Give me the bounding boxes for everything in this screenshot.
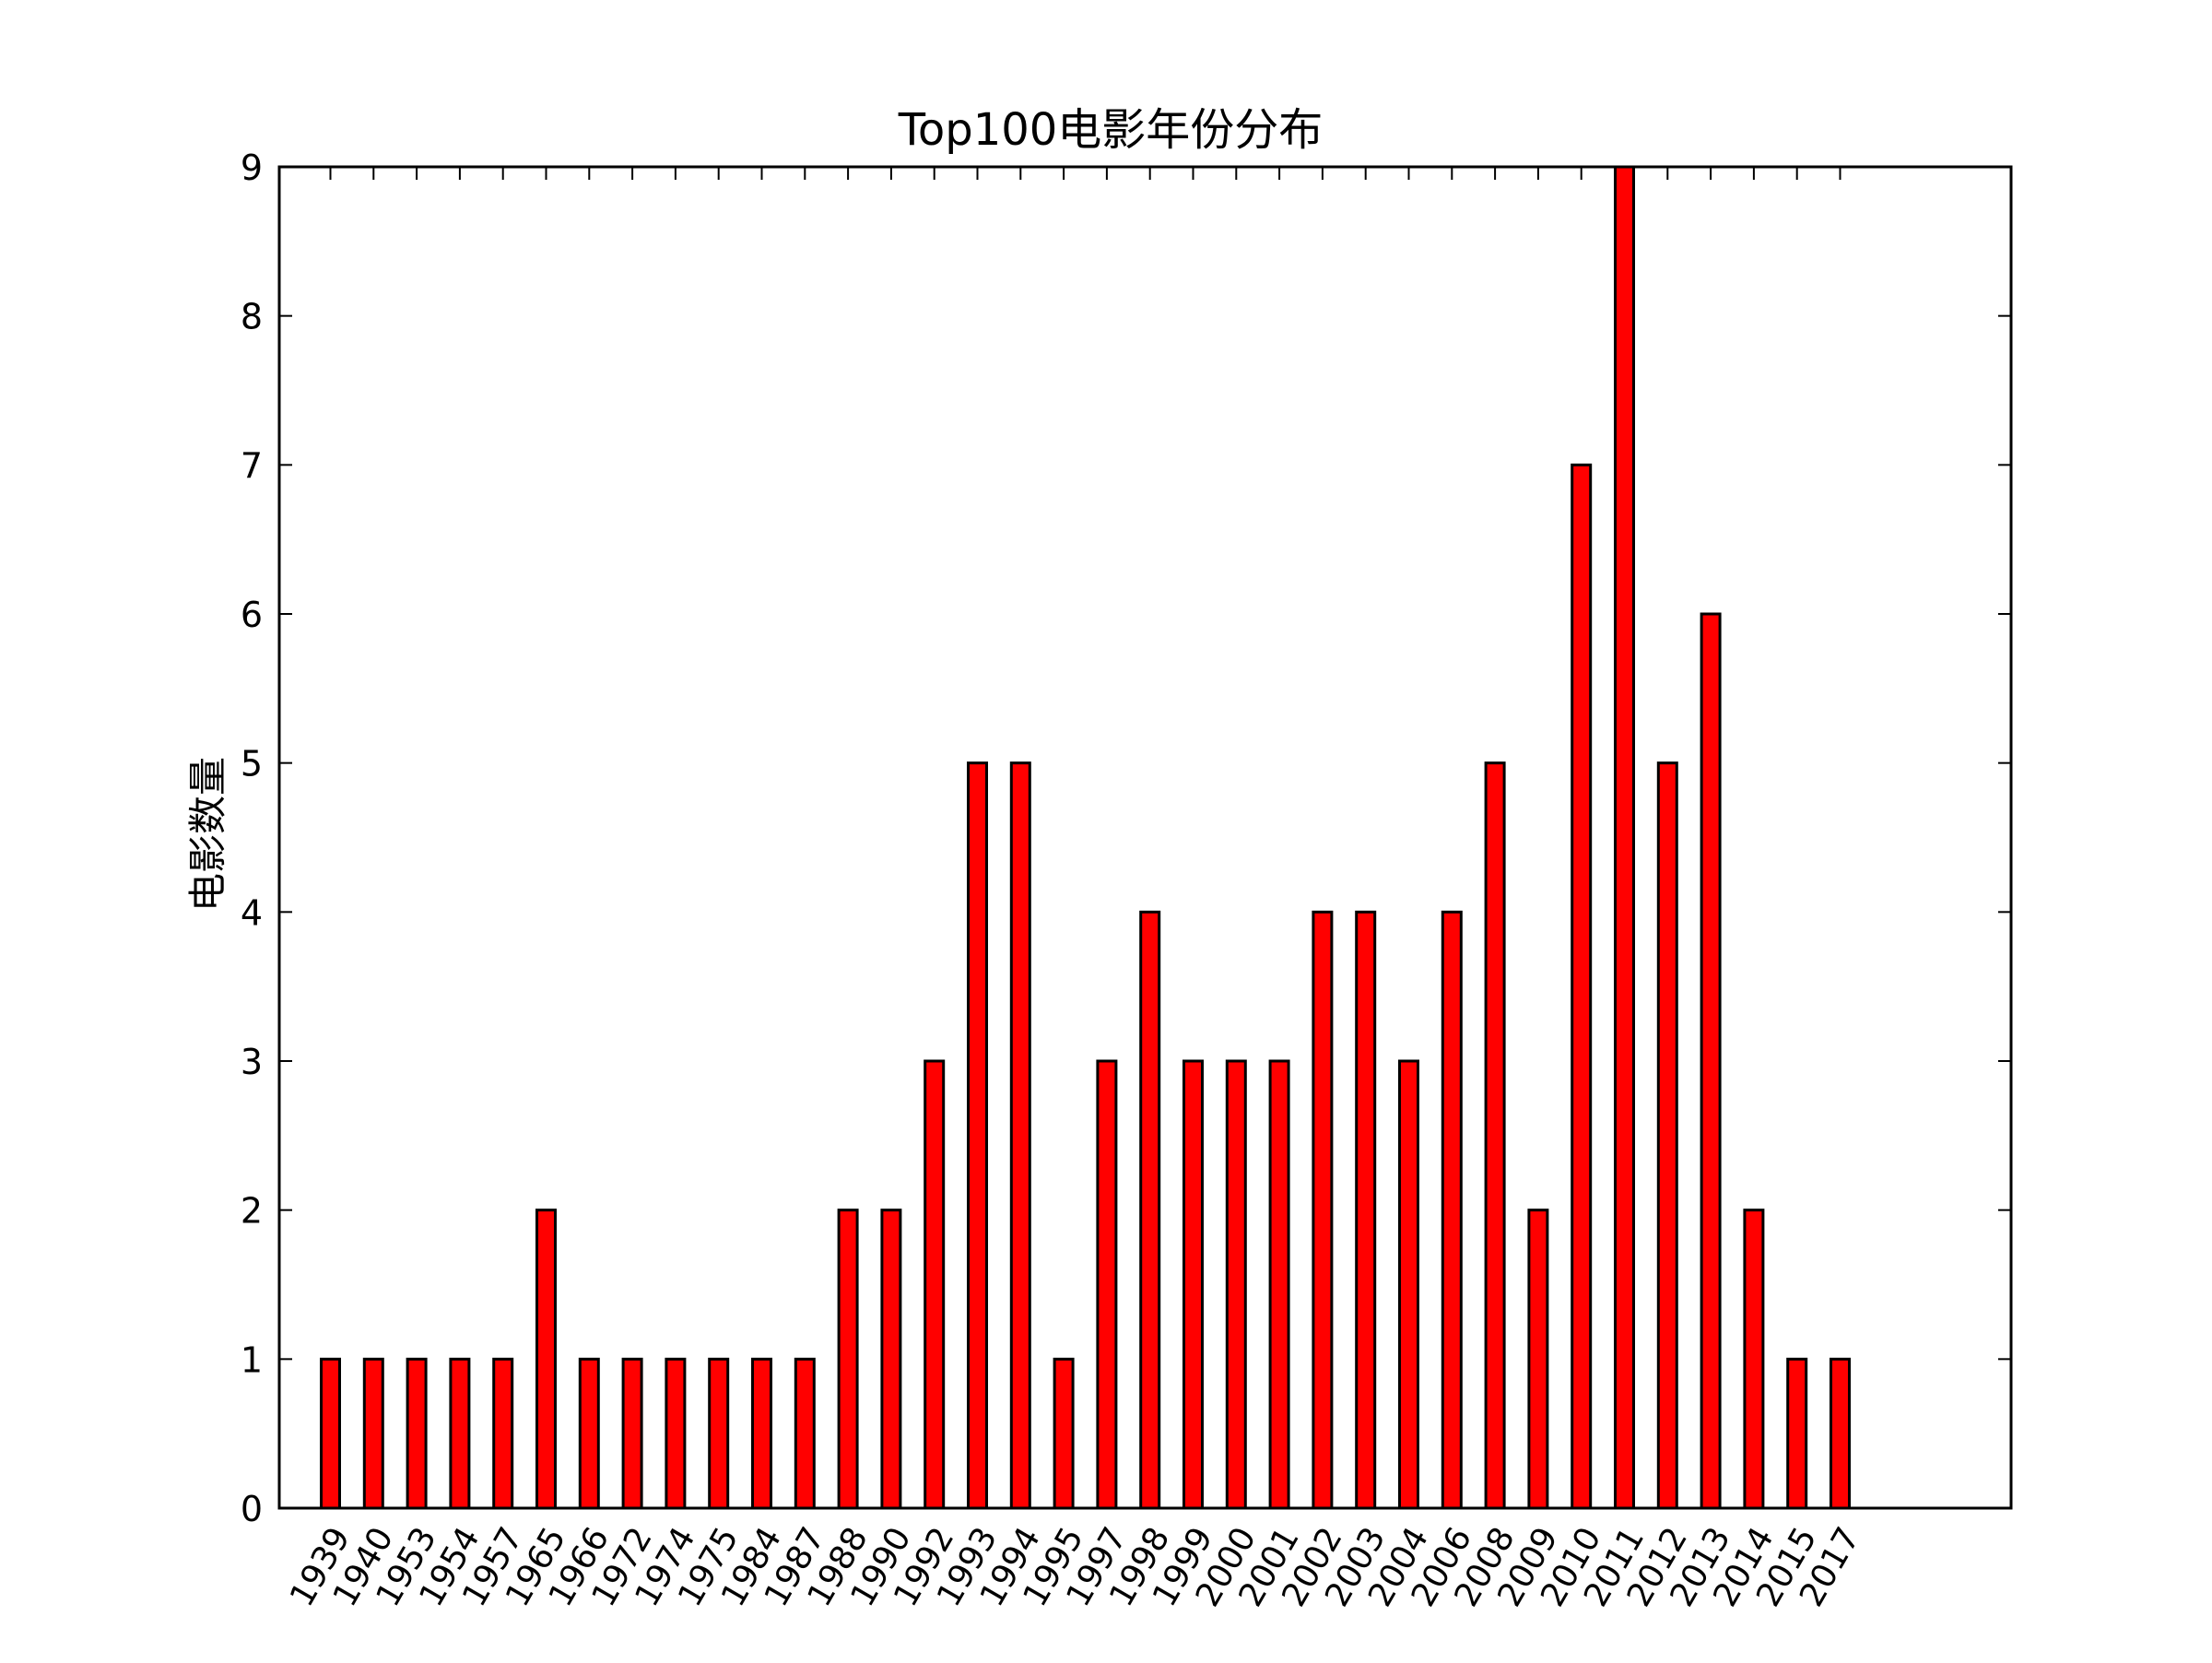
bar-1994 [1009,761,1031,1510]
bar-2008 [1484,761,1506,1510]
bar-2013 [1700,612,1722,1510]
y-tick-label: 4 [241,892,263,933]
bar-2006 [1441,910,1463,1510]
bar-1954 [449,1357,471,1510]
bar-2012 [1656,761,1678,1510]
plot-area: 0123456789193919401953195419571965196619… [241,147,2013,1613]
y-tick-label: 3 [241,1042,263,1082]
bar-1988 [837,1209,859,1510]
bar-1993 [967,761,988,1510]
bar-1939 [320,1357,341,1510]
bar-2004 [1398,1059,1419,1510]
y-tick-label: 9 [241,147,263,188]
y-tick-label: 8 [241,297,263,337]
bar-1972 [621,1357,643,1510]
axes-frame [277,165,2013,1510]
bar-2001 [1268,1059,1290,1510]
bar-1984 [751,1357,772,1510]
bar-1987 [794,1357,816,1510]
bar-1965 [535,1209,557,1510]
y-tick-label: 5 [241,744,263,784]
bar-2017 [1830,1357,1851,1510]
bar-1940 [362,1357,384,1510]
bar-1953 [406,1357,428,1510]
bar-1999 [1182,1059,1204,1510]
bar-1995 [1053,1357,1075,1510]
bar-2000 [1225,1059,1247,1510]
bar-2010 [1571,463,1593,1510]
y-tick-label: 7 [241,445,263,486]
y-tick-label: 2 [241,1191,263,1232]
bar-1997 [1096,1059,1118,1510]
bar-2009 [1527,1209,1549,1510]
bar-2002 [1312,910,1334,1510]
y-tick-label: 1 [241,1339,263,1380]
bar-1966 [578,1357,600,1510]
bar-1975 [708,1357,730,1510]
bar-2011 [1614,165,1635,1510]
bar-1998 [1139,910,1161,1510]
y-tick-label: 0 [241,1489,263,1529]
bar-1974 [665,1357,687,1510]
bar-1992 [924,1059,946,1510]
bar-2015 [1786,1357,1808,1510]
bar-1957 [492,1357,514,1510]
bar-2014 [1743,1209,1765,1510]
y-tick-label: 6 [241,595,263,635]
bar-2003 [1355,910,1377,1510]
chart-title: Top100电影年份分布 [898,104,1324,156]
y-axis-label: 电影数量 [185,757,230,912]
bar-1990 [880,1209,902,1510]
